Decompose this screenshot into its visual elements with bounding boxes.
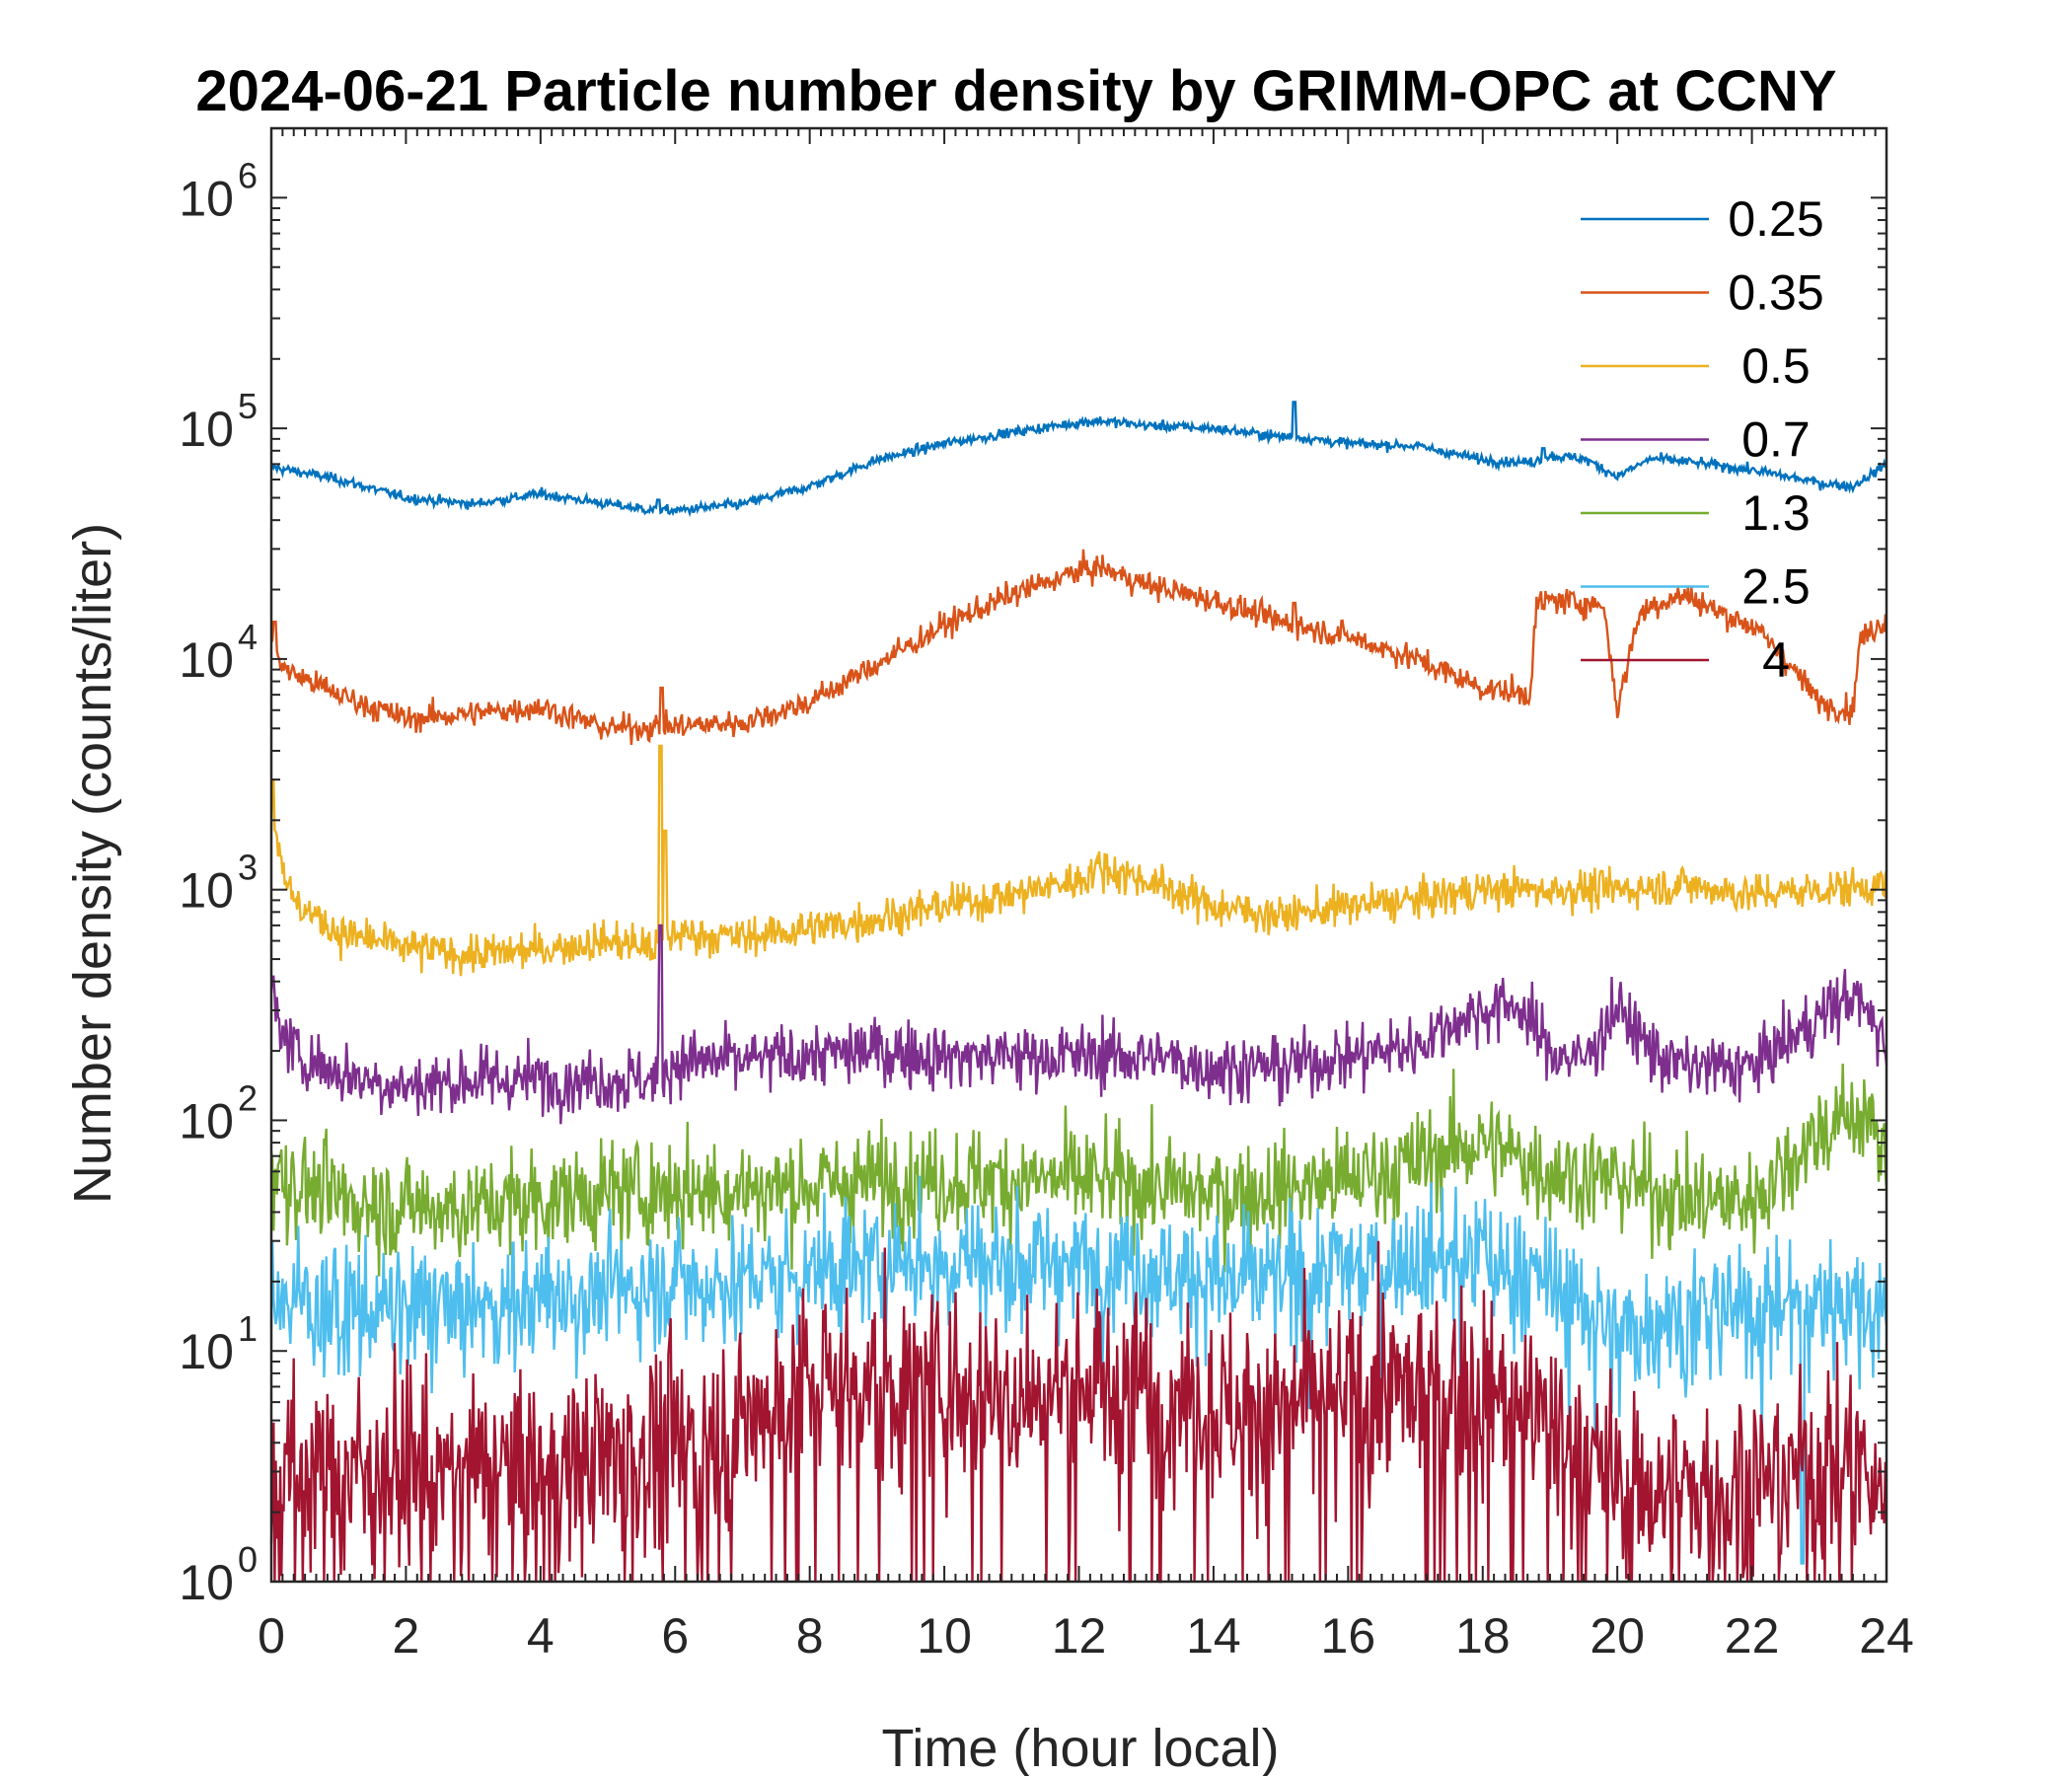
- legend-label: 2.5: [1741, 559, 1811, 615]
- y-tick-exponent: 3: [238, 848, 258, 888]
- y-tick-label: 10: [179, 171, 234, 226]
- x-tick-label: 12: [1052, 1608, 1107, 1664]
- x-tick-label: 8: [796, 1608, 824, 1664]
- x-tick-label: 4: [527, 1608, 555, 1664]
- x-axis-label: Time (hour local): [881, 1719, 1279, 1776]
- y-tick-exponent: 6: [238, 155, 258, 195]
- series-line-0-25: [270, 401, 1887, 518]
- y-tick-exponent: 5: [238, 386, 258, 426]
- x-tick-label: 10: [917, 1608, 972, 1664]
- x-tick-label: 2: [393, 1608, 420, 1664]
- y-tick-label: 10: [179, 1093, 234, 1148]
- chart-title: 2024-06-21 Particle number density by GR…: [195, 59, 1836, 123]
- y-tick-label: 10: [179, 863, 234, 919]
- series-line-0-7: [269, 924, 1888, 1125]
- x-tick-label: 24: [1859, 1608, 1914, 1664]
- x-tick-label: 20: [1590, 1608, 1645, 1664]
- x-tick-label: 18: [1455, 1608, 1511, 1664]
- y-tick-exponent: 0: [238, 1539, 258, 1580]
- series-line-0-5: [269, 744, 1888, 977]
- x-tick-label: 14: [1186, 1608, 1241, 1664]
- legend-label: 4: [1762, 632, 1790, 688]
- legend-label: 1.3: [1741, 485, 1811, 541]
- legend-label: 0.35: [1728, 265, 1823, 321]
- x-tick-label: 6: [661, 1608, 689, 1664]
- y-tick-exponent: 2: [238, 1077, 258, 1118]
- series-line-1-3: [269, 1063, 1888, 1277]
- x-tick-label: 16: [1321, 1608, 1376, 1664]
- legend-label: 0.25: [1728, 191, 1823, 247]
- y-axis-label: Number density (counts/liter): [63, 523, 122, 1204]
- x-tick-label: 0: [258, 1608, 285, 1664]
- legend: 0.25 0.35 0.5 0.7 1.3 2.5 4: [1581, 191, 1824, 688]
- y-tick-exponent: 4: [238, 617, 258, 657]
- plot-lines: [269, 401, 1888, 1584]
- y-tick-label: 10: [179, 632, 234, 688]
- y-tick-label: 10: [179, 402, 234, 457]
- y-tick-label: 10: [179, 1555, 234, 1610]
- y-tick-label: 10: [179, 1324, 234, 1379]
- series-line-4: [269, 1240, 1888, 1584]
- series-line-0-35: [269, 549, 1888, 745]
- y-tick-exponent: 1: [238, 1308, 258, 1349]
- legend-label: 0.7: [1741, 412, 1811, 468]
- legend-label: 0.5: [1741, 338, 1811, 394]
- x-tick-label: 22: [1725, 1608, 1780, 1664]
